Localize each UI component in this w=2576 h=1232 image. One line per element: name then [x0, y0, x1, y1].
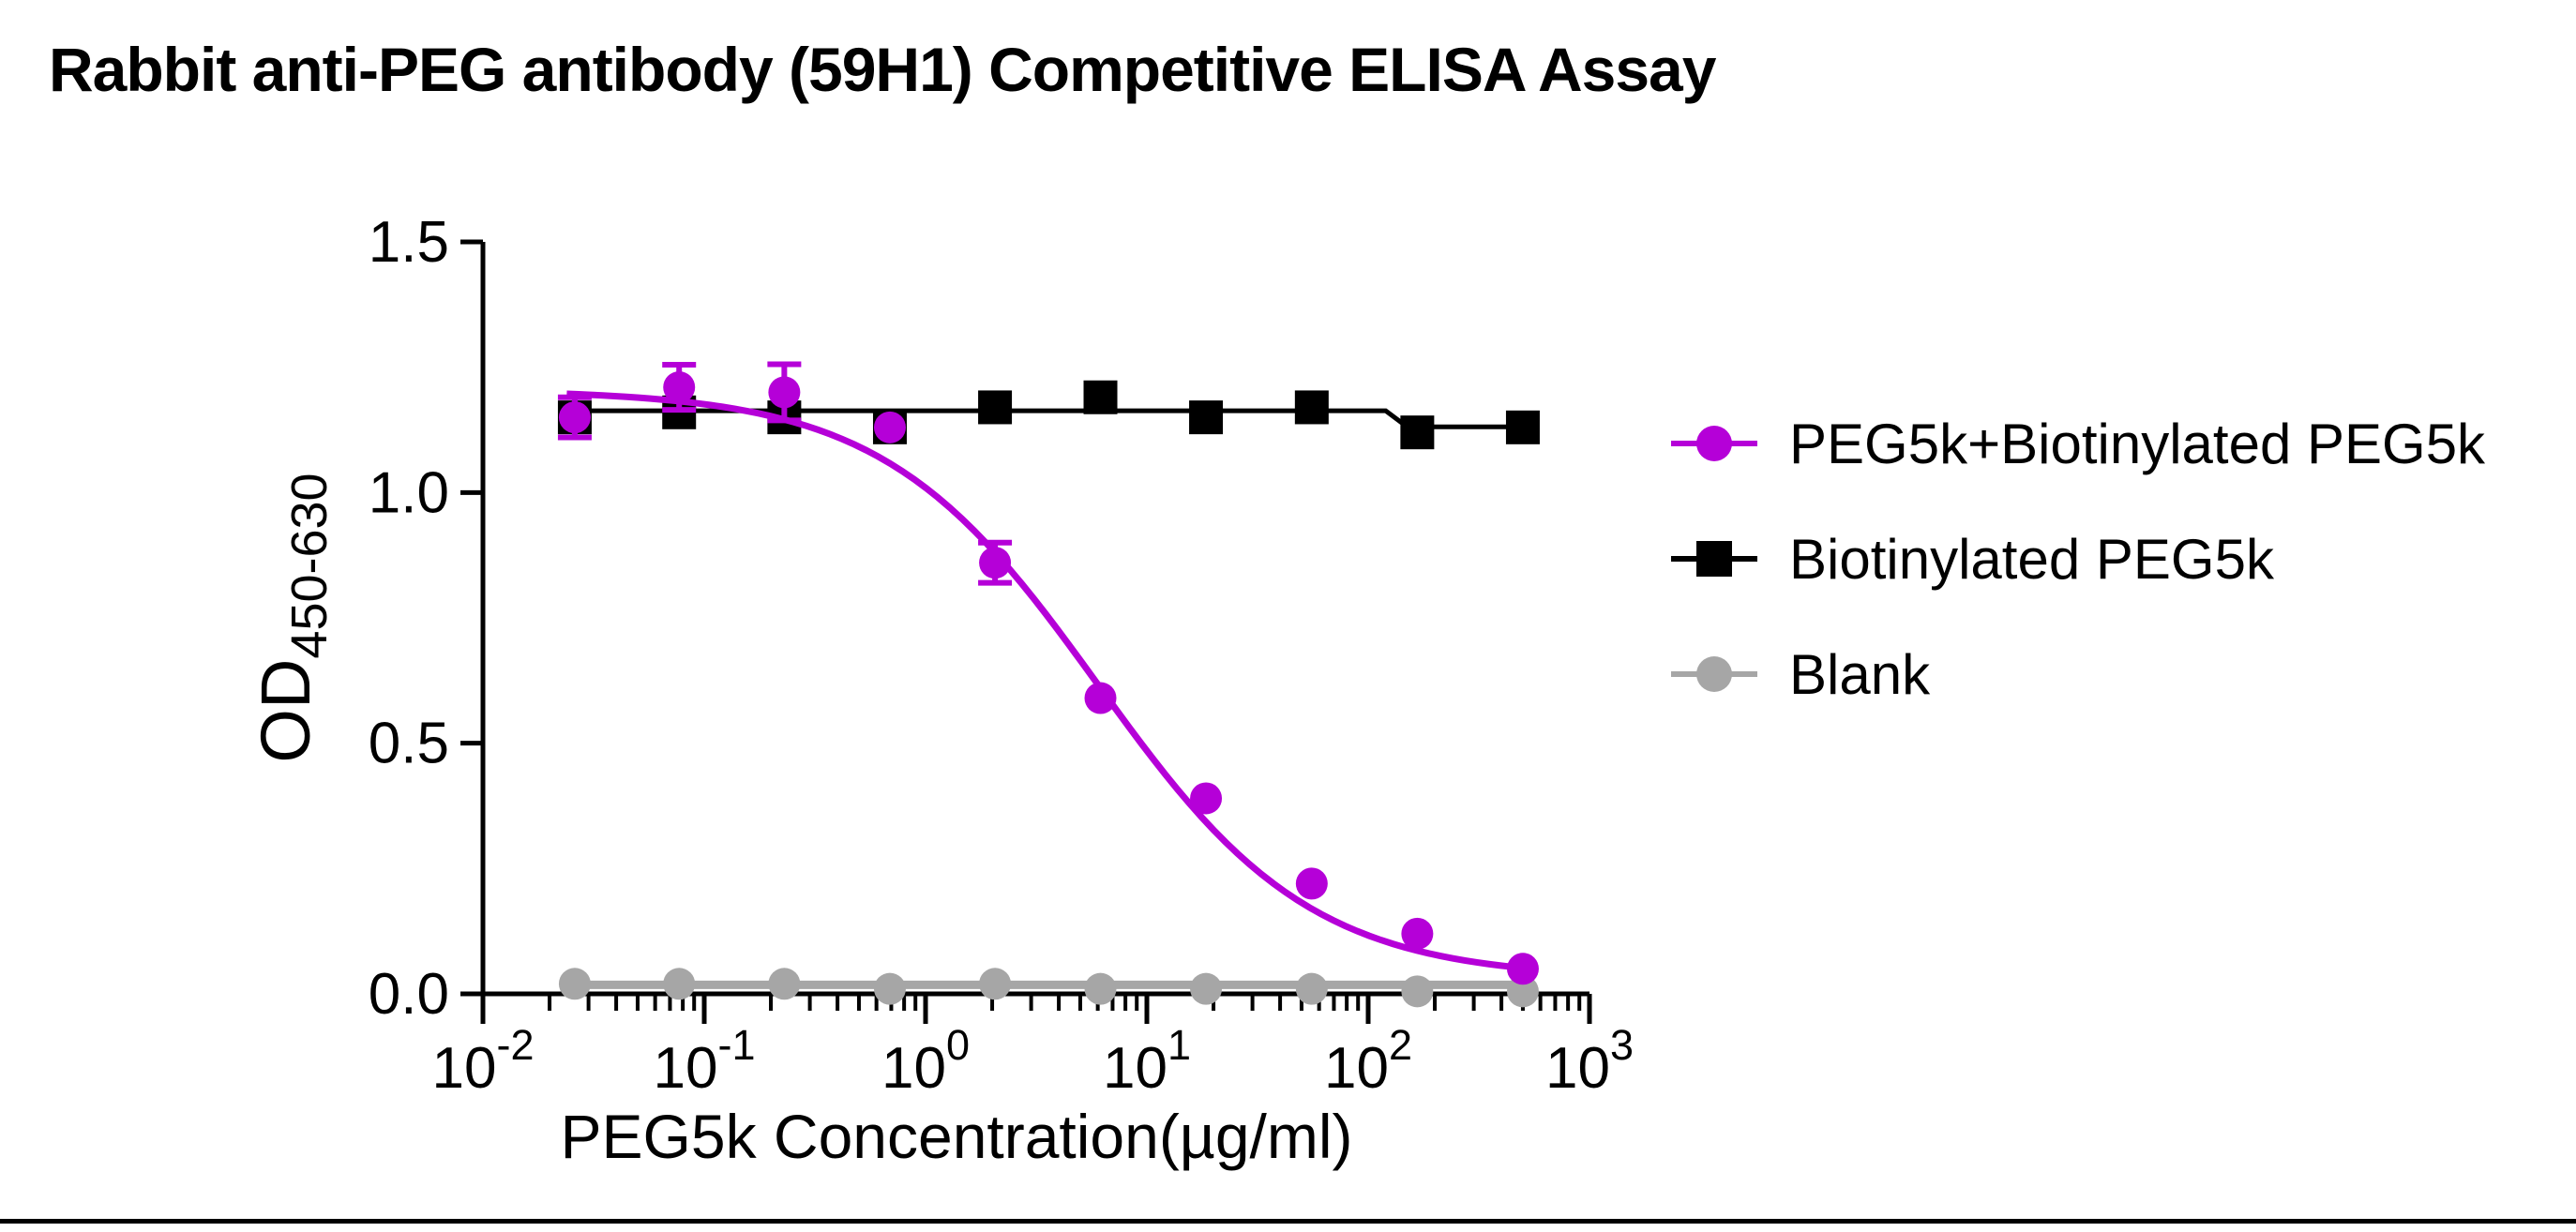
y-tick-label: 1.0: [369, 460, 449, 525]
data-point-square: [1400, 415, 1435, 450]
y-tick-label: 0.0: [369, 962, 449, 1027]
data-point-circle: [1401, 917, 1434, 950]
fit-curve-magenta: [566, 390, 1526, 972]
data-point-circle: [663, 371, 696, 404]
legend-item: Blank: [1671, 639, 1930, 710]
data-point-circle: [1506, 953, 1539, 985]
data-point-square: [1505, 410, 1540, 444]
data-point-circle: [768, 376, 801, 409]
x-tick-label: 100: [881, 1021, 970, 1101]
data-point-circle: [1190, 972, 1223, 1005]
data-point-circle: [768, 968, 801, 1000]
data-point-square: [978, 390, 1013, 425]
legend-label: PEG5k+Biotinylated PEG5k: [1789, 412, 2486, 475]
x-tick-label: 10-1: [654, 1021, 756, 1101]
data-point-circle: [1084, 682, 1117, 714]
data-point-circle: [979, 968, 1012, 1000]
x-tick-label: 101: [1103, 1021, 1191, 1101]
y-tick-label: 1.5: [369, 210, 449, 275]
data-point-square: [1083, 380, 1118, 414]
fit-line-black: [574, 408, 1523, 429]
bottom-border: [0, 1219, 2576, 1224]
x-tick-label: 102: [1324, 1021, 1412, 1101]
legend-item: Biotinylated PEG5k: [1671, 523, 2274, 594]
legend-marker-circle: [1671, 426, 1757, 461]
y-axis-title: OD450-630: [247, 473, 338, 762]
legend-marker-square: [1671, 541, 1757, 577]
y-tick-label: 0.5: [369, 712, 449, 776]
data-point-circle: [1190, 782, 1223, 815]
figure-title: Rabbit anti-PEG antibody (59H1) Competit…: [49, 35, 1716, 104]
x-tick-label: 10-2: [432, 1021, 535, 1101]
data-point-circle: [558, 968, 591, 1000]
data-point-circle: [1084, 972, 1117, 1005]
legend-item: PEG5k+Biotinylated PEG5k: [1671, 408, 2485, 479]
data-point-square: [1189, 400, 1224, 435]
data-point-circle: [558, 401, 591, 434]
data-point-circle: [1401, 975, 1434, 1008]
legend-label: Blank: [1789, 642, 1931, 706]
x-axis-title: PEG5k Concentration(µg/ml): [560, 1102, 1352, 1171]
data-point-square: [1294, 390, 1329, 425]
data-point-circle: [663, 968, 696, 1000]
data-point-circle: [1295, 972, 1328, 1005]
data-point-circle: [1295, 867, 1328, 900]
legend-marker-circle: [1671, 656, 1757, 692]
legend-label: Biotinylated PEG5k: [1789, 527, 2274, 591]
data-point-circle: [873, 972, 906, 1005]
data-point-circle: [1506, 975, 1539, 1008]
x-tick-label: 103: [1545, 1021, 1634, 1101]
data-point-circle: [873, 411, 906, 443]
data-point-circle: [979, 547, 1012, 579]
